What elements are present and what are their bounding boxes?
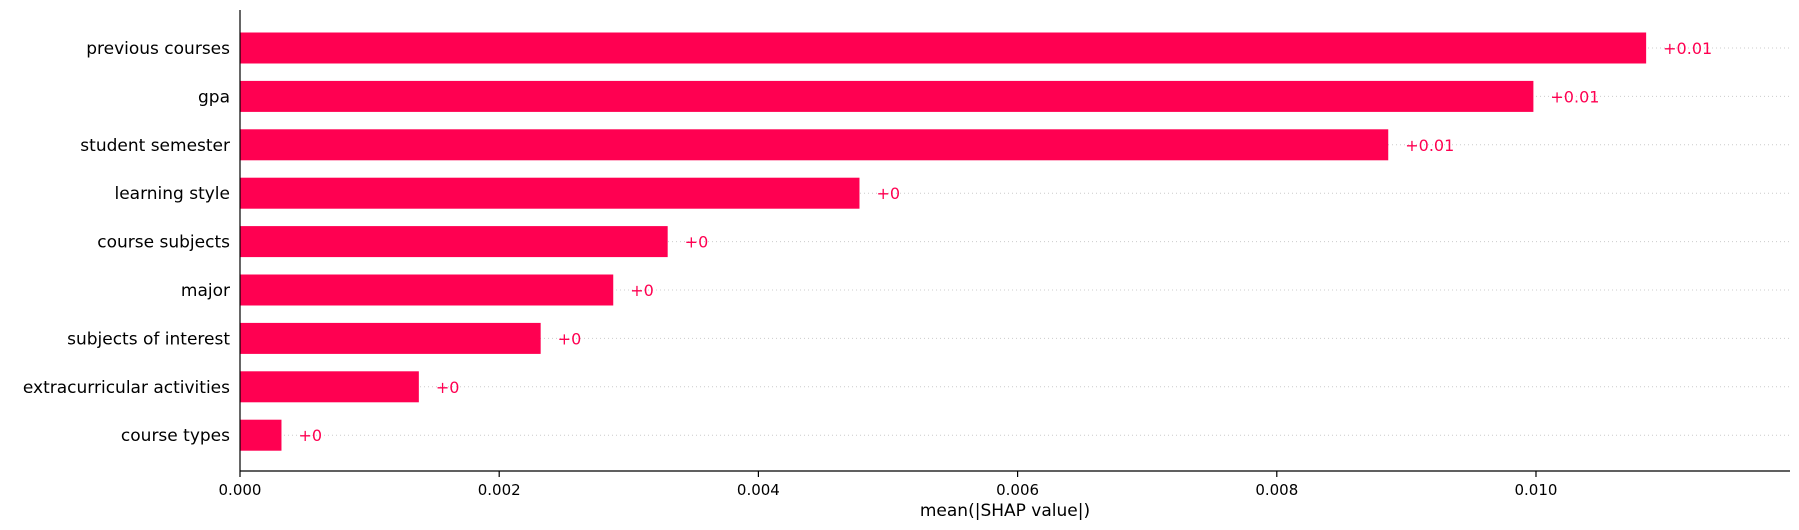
value-label: +0.01 <box>1405 136 1454 155</box>
category-labels: previous courses gpa student semester learn… <box>23 39 230 446</box>
bar <box>240 419 282 451</box>
value-label: +0 <box>876 184 900 203</box>
bar <box>240 80 1534 112</box>
bar <box>240 322 541 354</box>
value-label: +0 <box>436 378 460 397</box>
value-label: +0 <box>298 426 322 445</box>
category-label: gpa <box>198 87 230 107</box>
bar <box>240 274 614 306</box>
value-label: +0 <box>558 329 582 348</box>
bar <box>240 226 668 258</box>
value-label: +0.01 <box>1663 39 1712 58</box>
category-label: extracurricular activities <box>23 378 230 398</box>
value-label: +0 <box>685 233 709 252</box>
x-tick-label: 0.008 <box>1255 481 1298 499</box>
x-tick-label: 0.004 <box>737 481 780 499</box>
value-label: +0 <box>630 281 654 300</box>
category-label: major <box>181 281 230 301</box>
x-tick-label: 0.010 <box>1515 481 1558 499</box>
category-label: course types <box>121 426 230 446</box>
category-label: learning style <box>114 184 230 204</box>
value-label: +0.01 <box>1550 87 1599 106</box>
bar <box>240 371 419 403</box>
value-labels: +0.01 +0.01 +0.01 +0 +0 +0 +0 +0 +0 <box>298 39 1712 445</box>
bar <box>240 177 860 209</box>
category-label: previous courses <box>86 39 230 59</box>
category-label: student semester <box>80 136 230 156</box>
bar <box>240 32 1647 64</box>
x-tick-label: 0.006 <box>996 481 1039 499</box>
x-tick-label: 0.002 <box>478 481 521 499</box>
bars <box>240 32 1647 451</box>
category-label: subjects of interest <box>67 329 230 349</box>
bar <box>240 129 1389 161</box>
x-axis-title: mean(|SHAP value|) <box>920 501 1090 521</box>
category-label: course subjects <box>97 233 230 253</box>
x-tick-label: 0.000 <box>219 481 262 499</box>
x-ticks: 0.000 0.002 0.004 0.006 0.008 0.010 <box>219 471 1558 499</box>
